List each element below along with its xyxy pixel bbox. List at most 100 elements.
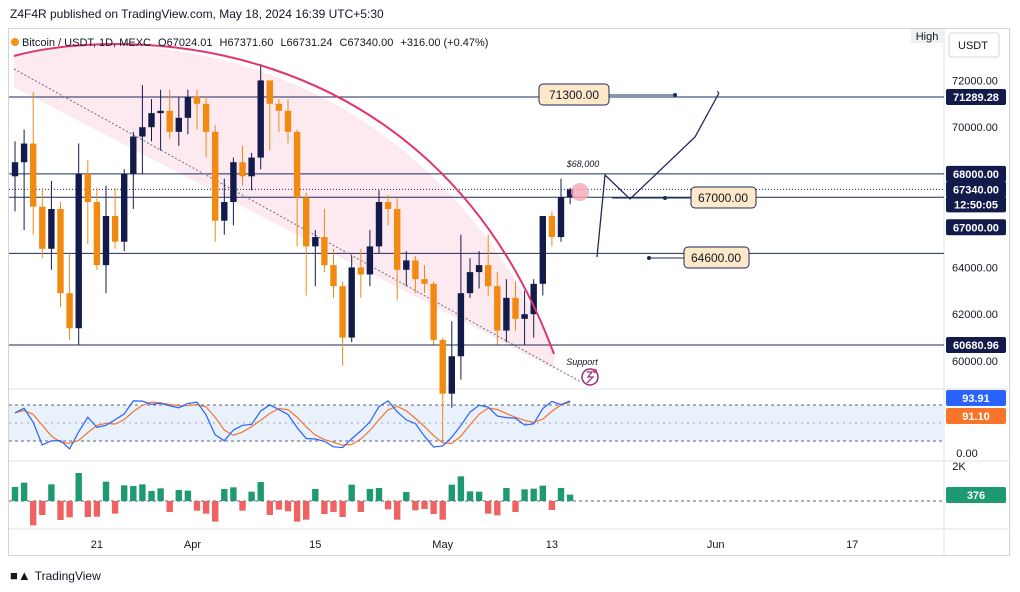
candle-body xyxy=(57,209,64,294)
volume-bar xyxy=(139,484,146,501)
candle-body xyxy=(212,131,219,221)
candle-body xyxy=(93,201,101,266)
candle-body xyxy=(384,201,392,209)
volume-pane: 2K xyxy=(11,461,966,526)
volume-bar xyxy=(175,490,182,501)
volume-bar xyxy=(348,484,355,501)
volume-bar xyxy=(93,501,101,517)
volume-bar xyxy=(303,501,310,520)
volume-bar xyxy=(521,489,528,501)
badge-67000-bg xyxy=(946,219,1006,236)
target-71300-label: 71300.00 xyxy=(549,88,599,102)
badge-68000-bg xyxy=(946,165,1006,182)
badge-67340: 67340.00 xyxy=(953,184,999,196)
candle-body xyxy=(357,267,364,275)
badge-60680-bg xyxy=(946,337,1006,354)
volume-bar xyxy=(157,488,164,501)
volume-bar xyxy=(330,501,337,512)
volume-bar xyxy=(485,501,492,514)
arc-curve xyxy=(13,43,555,355)
x-tick-label: 21 xyxy=(91,539,103,551)
candle-body xyxy=(530,283,537,315)
volume-bar xyxy=(193,501,201,511)
candle-body xyxy=(521,314,528,319)
candle-body xyxy=(102,216,110,266)
volume-bar xyxy=(475,491,483,501)
projection-path xyxy=(596,92,720,258)
candle-body xyxy=(257,80,264,158)
x-tick-label: 15 xyxy=(309,539,321,551)
currency-button[interactable] xyxy=(948,32,1000,58)
volume-bar xyxy=(230,487,237,501)
candle-body xyxy=(48,209,55,249)
candle-body xyxy=(75,173,82,329)
volume-bar xyxy=(403,492,410,501)
volume-bar xyxy=(366,489,374,501)
symbol-name: Bitcoin / USDT, 1D, MEXC xyxy=(22,37,151,49)
volume-bar xyxy=(321,501,328,514)
symbol-open: O67024.01 xyxy=(158,37,212,49)
volume-bar xyxy=(11,487,19,501)
candle-body xyxy=(202,103,210,132)
target-67000-label: 67000.00 xyxy=(698,191,748,205)
candle-body xyxy=(30,143,37,207)
badge-stoch-k: 93.91 xyxy=(962,393,990,405)
target-67000-box[interactable] xyxy=(690,186,757,209)
candle-body xyxy=(84,173,91,202)
publisher-header: Z4F4R published on TradingView.com, May … xyxy=(10,7,384,21)
badge-timer-bg xyxy=(946,196,1006,213)
candle-body xyxy=(548,216,556,238)
symbol-close: C67340.00 xyxy=(340,37,394,49)
candle-body xyxy=(439,339,446,394)
volume-bar xyxy=(275,501,283,510)
tradingview-logo-icon: ■▲ xyxy=(10,568,31,583)
candle-body xyxy=(421,279,428,284)
candle-body xyxy=(557,197,565,238)
candle-body xyxy=(494,286,501,331)
volume-bar xyxy=(312,489,319,501)
badge-67000: 67000.00 xyxy=(953,222,999,234)
candle-body xyxy=(303,197,310,247)
tradingview-logo: ■▲ TradingView xyxy=(10,568,101,583)
candle-body xyxy=(430,283,437,340)
volume-bar xyxy=(257,482,264,501)
candle-body xyxy=(539,216,546,284)
candle-body xyxy=(266,80,273,104)
candle-body xyxy=(366,246,374,275)
candle-body xyxy=(11,162,19,177)
volume-bar xyxy=(284,501,292,512)
volume-bar xyxy=(539,485,546,501)
peak-marker xyxy=(571,183,589,201)
volume-bar xyxy=(466,491,474,501)
candle-body xyxy=(293,131,301,198)
badge-stoch-k-bg xyxy=(946,390,1006,406)
candle-body xyxy=(230,162,237,202)
symbol-low: L66731.24 xyxy=(280,37,332,49)
target-71300-box[interactable] xyxy=(538,83,610,106)
volume-bar xyxy=(148,491,155,501)
volume-bar xyxy=(130,486,137,501)
badge-68000: 68000.00 xyxy=(953,169,999,181)
candle-body xyxy=(512,297,519,319)
volume-bar xyxy=(339,501,346,517)
candle-body xyxy=(111,216,119,242)
candle-body xyxy=(66,293,73,329)
volume-bar xyxy=(357,501,364,512)
volume-tick: 2K xyxy=(952,461,966,473)
bitcoin-icon xyxy=(11,38,19,46)
volume-bar xyxy=(266,501,273,515)
volume-bar xyxy=(293,501,301,522)
candle-body xyxy=(348,267,355,338)
stoch-d-line xyxy=(14,401,571,446)
chart-svg[interactable]: 71300.00 67000.00 64600.00 $68,000 Suppo… xyxy=(9,29,1011,557)
y-tick-label: 64000.00 xyxy=(952,262,998,274)
candle-body xyxy=(503,297,510,331)
badge-timer: 12:50:05 xyxy=(954,199,998,211)
x-tick-label: Jun xyxy=(707,539,725,551)
target-64600-label: 64600.00 xyxy=(691,251,741,265)
stoch-band xyxy=(9,405,944,441)
target-64600-box[interactable] xyxy=(683,246,750,269)
candle-body xyxy=(275,103,283,111)
volume-bar xyxy=(394,501,401,520)
volume-bar xyxy=(57,501,64,520)
